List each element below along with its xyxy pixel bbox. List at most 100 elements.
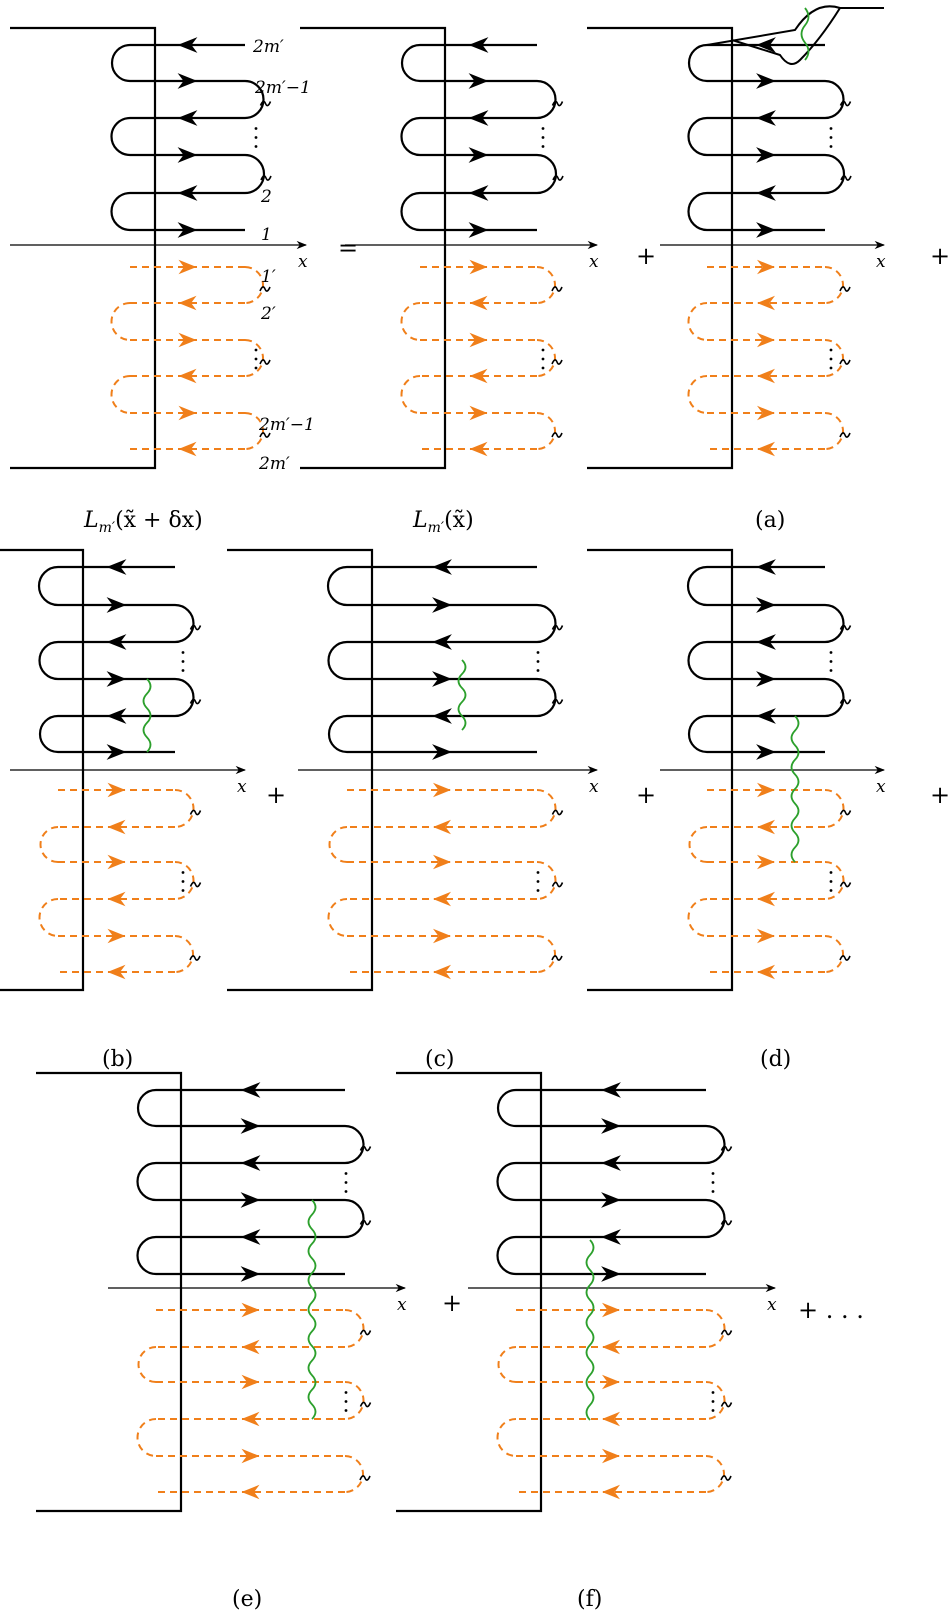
turn-right-black xyxy=(824,153,846,195)
vdots-upper-dot xyxy=(829,145,833,148)
turn-left-black xyxy=(136,1235,157,1276)
turn-right-black xyxy=(344,1124,365,1165)
wiggle-e xyxy=(307,1199,317,1420)
vdots-upper-dot xyxy=(536,660,540,663)
turn-left-orange xyxy=(38,898,59,937)
wall-boundary xyxy=(396,1071,543,1513)
cut-tilde xyxy=(260,175,272,181)
cut-tilde xyxy=(189,698,202,705)
turn-left-black xyxy=(38,714,59,754)
x-axis-label: x xyxy=(589,777,599,797)
turn-left-black xyxy=(110,116,131,157)
caption-lhs: Lm′(x̃ + δx) xyxy=(83,508,203,536)
turn-left-black xyxy=(687,191,708,232)
cut-tilde xyxy=(720,1219,733,1226)
vdots-upper-dot xyxy=(829,669,833,672)
caption-d: (d) xyxy=(760,1047,791,1072)
lead-label-2m-minus-1-prime: 2m′−1 xyxy=(258,415,315,435)
cut-tilde xyxy=(839,286,851,292)
cut-tilde xyxy=(840,175,852,181)
turn-left-black xyxy=(687,43,708,83)
vdots-lower-dot xyxy=(181,889,185,892)
vdots-upper-dot xyxy=(711,1190,715,1193)
vdots-lower-dot xyxy=(344,1391,348,1394)
vdots-upper-dot xyxy=(181,651,185,654)
turn-right-orange xyxy=(705,1309,726,1348)
panel-d: x xyxy=(587,548,886,992)
turn-left-orange xyxy=(497,1346,517,1383)
turn-right-orange xyxy=(824,266,844,304)
vdots-upper-dot xyxy=(344,1190,348,1193)
turn-right-black xyxy=(705,1124,726,1165)
cut-tilde xyxy=(359,1475,371,1481)
lead-label-1prime: 1′ xyxy=(261,267,276,287)
turn-right-orange xyxy=(824,935,844,973)
turn-right-orange xyxy=(174,935,194,973)
turn-left-black xyxy=(326,565,348,607)
cut-tilde xyxy=(359,1329,372,1336)
cut-tilde xyxy=(839,809,852,816)
turn-left-black xyxy=(136,1088,157,1128)
cut-tilde xyxy=(359,1219,372,1226)
cut-tilde xyxy=(839,624,852,631)
wiggle-f xyxy=(585,1239,595,1421)
caption-e: (e) xyxy=(232,1587,262,1612)
vdots-lower-dot xyxy=(829,880,833,883)
turn-left-black xyxy=(327,714,348,754)
plus-sign-3: + xyxy=(266,781,286,809)
vdots-lower-dot xyxy=(829,889,833,892)
turn-right-black xyxy=(536,677,557,718)
vdots-upper-dot xyxy=(829,136,833,139)
turn-right-orange xyxy=(536,861,557,900)
turn-right-black xyxy=(174,603,195,644)
cut-tilde xyxy=(720,1475,732,1481)
cut-tilde xyxy=(839,698,852,705)
cut-tilde xyxy=(552,175,564,181)
cut-tilde xyxy=(839,359,851,365)
lead-label-2: 2 xyxy=(260,187,272,207)
turn-left-black xyxy=(327,640,348,681)
turn-right-black xyxy=(536,153,558,195)
turn-left-orange xyxy=(328,826,348,863)
turn-left-orange xyxy=(688,826,708,863)
cut-tilde xyxy=(551,359,563,365)
panel-b: x xyxy=(0,548,247,992)
cut-tilde xyxy=(189,809,202,816)
vdots-upper-dot xyxy=(254,145,258,148)
turn-right-orange xyxy=(344,1309,365,1348)
cut-tilde xyxy=(189,955,201,961)
turn-left-black xyxy=(400,43,421,83)
turn-right-orange xyxy=(536,935,556,973)
turn-left-black xyxy=(496,1088,517,1128)
turn-right-orange xyxy=(824,861,845,900)
turn-right-black xyxy=(824,79,845,120)
turn-left-orange xyxy=(110,375,131,414)
vdots-upper-dot xyxy=(181,669,185,672)
cut-tilde xyxy=(259,432,271,438)
lead-label-2m-prime: 2m′ xyxy=(258,454,290,474)
turn-left-orange xyxy=(400,302,421,341)
turn-left-black xyxy=(400,191,421,232)
turn-right-orange xyxy=(536,339,556,377)
turn-right-black xyxy=(824,603,845,644)
turn-right-black xyxy=(244,153,266,195)
panel-e: x xyxy=(36,1071,407,1513)
vdots-lower-dot xyxy=(541,366,545,370)
cut-tilde xyxy=(189,624,202,631)
vdots-upper-dot xyxy=(536,651,540,654)
plus-sign-4: + xyxy=(636,781,656,809)
turn-right-orange xyxy=(174,789,195,828)
turn-left-black xyxy=(38,640,59,681)
turn-left-black xyxy=(37,565,59,607)
turn-left-orange xyxy=(137,1346,157,1383)
turn-right-black xyxy=(824,677,845,718)
turn-right-orange xyxy=(244,266,264,304)
wall-boundary xyxy=(10,26,157,470)
vdots-upper-dot xyxy=(829,651,833,654)
turn-left-orange xyxy=(39,826,59,863)
turn-right-orange xyxy=(536,789,557,828)
turn-right-orange xyxy=(344,1381,365,1420)
vdots-upper-dot xyxy=(541,127,545,130)
plus-sign-2: + xyxy=(930,242,950,270)
turn-right-orange xyxy=(536,266,556,304)
